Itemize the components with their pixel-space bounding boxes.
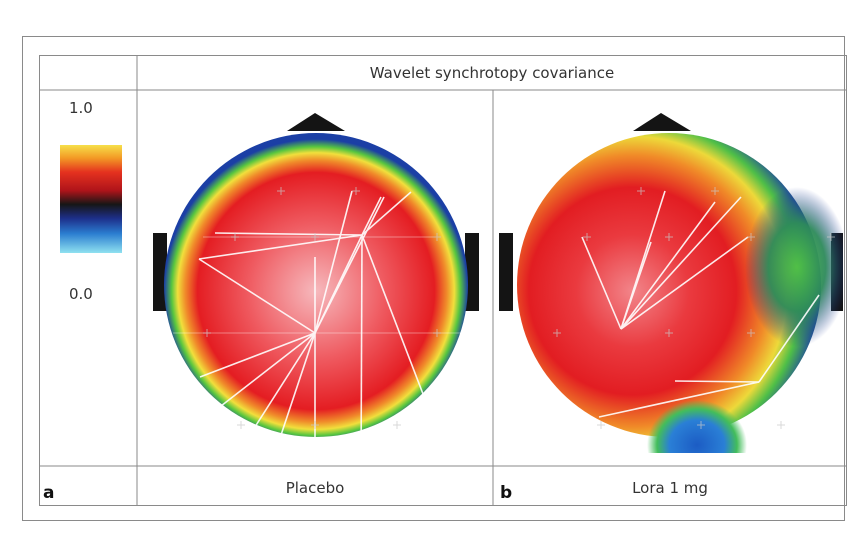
head-map-placebo — [153, 113, 479, 453]
figure-title: Wavelet synchrotopy covariance — [369, 64, 615, 82]
panel-caption-placebo: Placebo — [285, 479, 345, 497]
scale-max-label: 1.0 — [69, 99, 93, 117]
scale-min-label: 0.0 — [69, 285, 93, 303]
panel-caption-lora: Lora 1 mg — [632, 479, 708, 497]
figure: Wavelet synchrotopy covariance 1.0 0.0 — [39, 55, 847, 506]
figure-grid — [39, 55, 847, 506]
panel-label-a: a — [43, 483, 55, 503]
head-map-lora — [499, 113, 843, 453]
figure-frame — [22, 36, 845, 521]
color-scale-bar — [60, 145, 122, 253]
panel-label-b: b — [500, 483, 513, 503]
